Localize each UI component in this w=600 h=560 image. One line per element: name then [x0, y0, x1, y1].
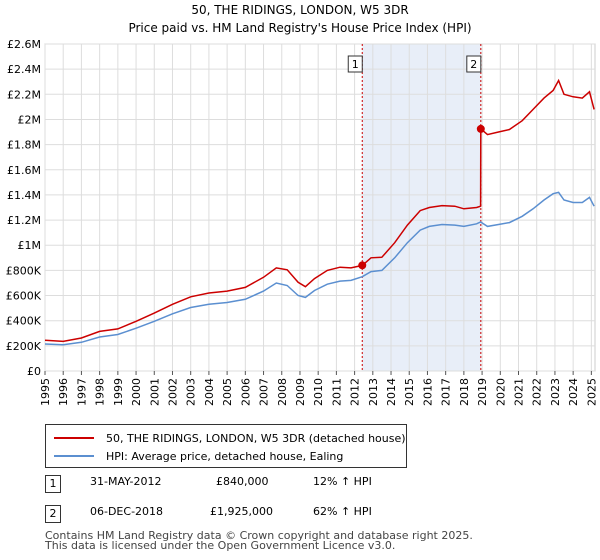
transaction-1-badge-box [347, 55, 363, 73]
x-tick-label: 2020 [494, 378, 507, 406]
y-tick-label: £800K [6, 264, 42, 277]
x-tick-label: 2024 [567, 378, 580, 406]
x-tick-label: 2009 [294, 378, 307, 406]
transaction-date: 06-DEC-2018 [90, 505, 164, 518]
x-tick-label: 2017 [440, 378, 453, 406]
x-tick-label: 2011 [330, 378, 343, 406]
y-tick-label: £400K [6, 315, 42, 328]
transaction-date: 31-MAY-2012 [90, 475, 162, 488]
x-tick-label: 2019 [476, 378, 489, 406]
x-tick-label: 2025 [585, 378, 598, 406]
y-tick-label: £2M [18, 113, 42, 126]
y-tick-label: £2.2M [7, 88, 41, 101]
y-tick-label: £1.4M [7, 189, 41, 202]
footer-copyright: Contains HM Land Registry data © Crown c… [45, 529, 473, 542]
x-tick-label: 2002 [166, 378, 179, 406]
property-price-line [44, 78, 595, 343]
legend-label-property: 50, THE RIDINGS, LONDON, W5 3DR (detache… [106, 431, 406, 445]
y-tick-label: £2.6M [7, 38, 41, 51]
chart-subtitle: Price paid vs. HM Land Registry's House … [128, 21, 471, 35]
x-tick-label: 2016 [421, 378, 434, 406]
transaction-number: 2 [45, 505, 61, 523]
hpi-line [44, 191, 595, 346]
sale-point-2 [476, 124, 485, 133]
legend-swatch-property [54, 437, 94, 439]
x-tick-label: 1995 [39, 378, 52, 406]
gridlines [44, 43, 595, 372]
x-tick-label: 1998 [94, 378, 107, 406]
x-tick-label: 2018 [458, 378, 471, 406]
chart-title: 50, THE RIDINGS, LONDON, W5 3DR [191, 3, 408, 17]
legend-label-hpi: HPI: Average price, detached house, Eali… [106, 449, 344, 463]
x-tick-label: 2010 [312, 378, 325, 406]
x-tick-label: 2015 [403, 378, 416, 406]
legend-item-property: 50, THE RIDINGS, LONDON, W5 3DR (detache… [54, 429, 406, 447]
x-tick-label: 2006 [239, 378, 252, 406]
x-tick-label: 2004 [203, 378, 216, 406]
y-tick-label: £2.4M [7, 63, 41, 76]
y-tick-label: £1M [18, 239, 42, 252]
transaction-hpi: 12% ↑ HPI [313, 475, 372, 488]
legend: 50, THE RIDINGS, LONDON, W5 3DR (detache… [45, 424, 407, 468]
sale-point-1 [358, 261, 367, 270]
price-chart: 50, THE RIDINGS, LONDON, W5 3DR Price pa… [6, 3, 599, 406]
sale-points [358, 124, 485, 270]
y-tick-label: £1.8M [7, 139, 41, 152]
transaction-price: £1,925,000 [210, 505, 273, 518]
x-tick-label: 2021 [513, 378, 526, 406]
ownership-shaded-region [362, 44, 481, 371]
transaction-1-badge-label: 1 [352, 58, 359, 71]
transaction-price: £840,000 [216, 475, 269, 488]
series-lines [44, 78, 595, 346]
transaction-number: 1 [45, 475, 61, 493]
x-tick-label: 1999 [112, 378, 125, 406]
footer: Contains HM Land Registry data © Crown c… [45, 529, 473, 552]
x-tick-label: 2008 [276, 378, 289, 406]
transaction-lines [361, 44, 482, 371]
y-axis: £0 £200K £400K £600K £800K £1M £1.2M £1.4M £1.6M… [6, 38, 42, 378]
legend-swatch-hpi [54, 455, 94, 457]
transaction-2-badge-box [466, 55, 482, 73]
transaction-hpi: 62% ↑ HPI [313, 505, 372, 518]
y-tick-label: £1.6M [7, 164, 41, 177]
x-tick-label: 2000 [130, 378, 143, 406]
x-axis: 1995 1996 1997 1998 1999 2000 2001 2002 2003 2004… [39, 371, 598, 406]
y-tick-label: £0 [27, 365, 41, 378]
x-tick-label: 2001 [148, 378, 161, 406]
y-tick-label: £200K [6, 340, 42, 353]
legend-item-hpi: HPI: Average price, detached house, Eali… [54, 447, 343, 465]
y-tick-label: £1.2M [7, 214, 41, 227]
x-tick-label: 2005 [221, 378, 234, 406]
plot-area [44, 43, 596, 372]
transaction-2-badge-label: 2 [470, 58, 477, 71]
x-tick-label: 2007 [258, 378, 271, 406]
x-tick-label: 2014 [385, 378, 398, 406]
x-tick-label: 2012 [349, 378, 362, 406]
x-tick-label: 1997 [75, 378, 88, 406]
y-tick-label: £600K [6, 290, 42, 303]
x-tick-label: 2023 [549, 378, 562, 406]
x-tick-label: 1996 [57, 378, 70, 406]
footer-licence: This data is licensed under the Open Gov… [45, 539, 396, 552]
x-tick-label: 2003 [185, 378, 198, 406]
x-tick-label: 2022 [531, 378, 544, 406]
x-tick-label: 2013 [367, 378, 380, 406]
